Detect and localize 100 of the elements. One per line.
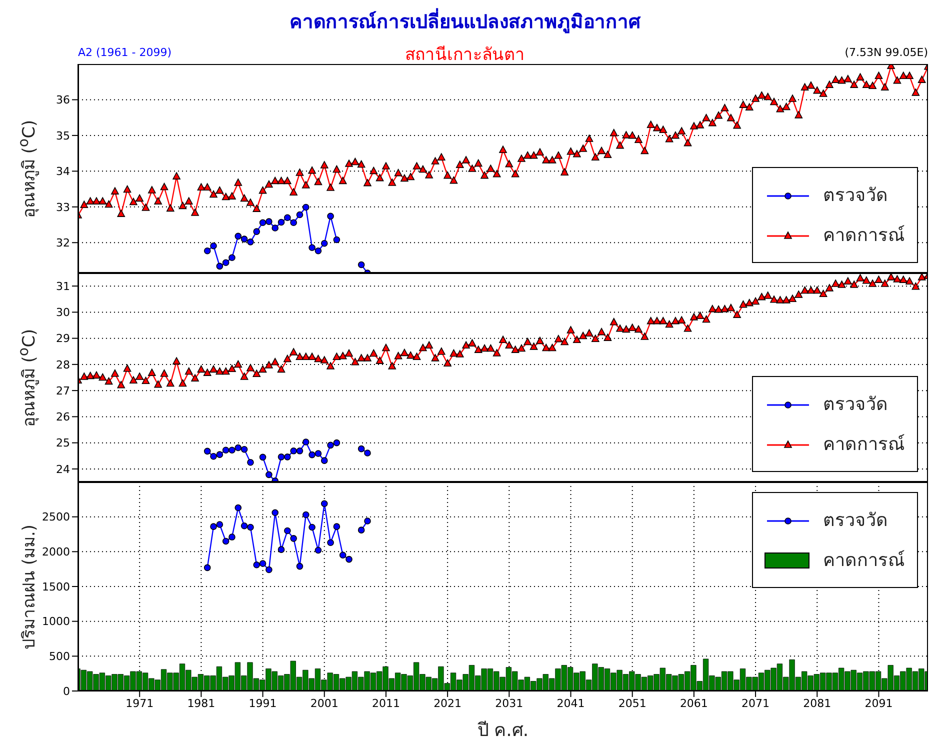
point xyxy=(284,527,291,534)
point xyxy=(302,438,310,446)
point xyxy=(266,471,272,478)
point xyxy=(290,535,297,542)
point xyxy=(290,219,297,226)
point xyxy=(204,448,211,455)
x-axis-title: ปี ค.ศ. xyxy=(476,719,530,742)
y-tick-label: 29 xyxy=(56,332,70,346)
point xyxy=(364,450,371,456)
point xyxy=(247,524,254,531)
chart-title: คาดการณ์การเปลี่ยนแปลงสภาพภูมิอากาศ xyxy=(288,7,642,36)
x-tick-label: 2051 xyxy=(618,696,646,710)
point xyxy=(222,538,230,545)
y-tick-label: 28 xyxy=(56,358,70,372)
point xyxy=(234,504,242,512)
point xyxy=(234,444,242,452)
point xyxy=(320,457,328,464)
point xyxy=(222,446,230,454)
x-tick-label: 2061 xyxy=(680,696,708,710)
point xyxy=(228,534,236,540)
point xyxy=(253,562,260,568)
point xyxy=(204,247,211,254)
point xyxy=(210,242,217,250)
x-tick-label: 1971 xyxy=(126,696,154,710)
y-tick-label: 500 xyxy=(49,650,70,664)
point xyxy=(333,236,340,244)
point xyxy=(358,526,365,534)
legend-label: คาดการณ์ xyxy=(823,433,905,457)
y-tick-label: 32 xyxy=(56,236,70,250)
point xyxy=(278,454,285,460)
point xyxy=(308,451,316,458)
point xyxy=(296,211,304,218)
y-tick-label: 2000 xyxy=(42,546,70,559)
point xyxy=(339,552,346,559)
point xyxy=(278,218,285,226)
legend-label: คาดการณ์ xyxy=(823,549,905,573)
point xyxy=(266,566,272,574)
text: (7.53N 99.05E) xyxy=(844,46,928,59)
y-tick-label: 35 xyxy=(56,129,70,142)
point xyxy=(358,261,365,268)
y-axis-title: ปริมาณฝน (มม.) xyxy=(18,522,39,652)
point xyxy=(210,453,217,460)
point xyxy=(308,524,316,531)
point xyxy=(247,459,254,466)
point xyxy=(327,539,334,546)
point xyxy=(216,451,224,458)
point xyxy=(240,236,248,242)
point xyxy=(240,522,248,530)
legend-label: ตรวจวัด xyxy=(823,184,888,208)
point xyxy=(296,448,304,454)
y-tick-label: 24 xyxy=(56,462,70,476)
y-tick-label: 33 xyxy=(56,200,70,214)
x-tick-label: 2071 xyxy=(742,696,770,710)
point xyxy=(259,454,266,461)
point xyxy=(296,562,304,570)
point xyxy=(210,523,217,530)
y-tick-label: 31 xyxy=(56,280,70,293)
y-tick-label: 30 xyxy=(56,306,70,320)
x-tick-label: 1981 xyxy=(187,696,216,710)
x-tick-label: 2041 xyxy=(556,696,585,710)
point xyxy=(272,224,278,232)
y-tick-label: 36 xyxy=(56,94,70,107)
point xyxy=(364,518,371,524)
point xyxy=(308,244,316,252)
point xyxy=(284,454,291,460)
point xyxy=(222,259,230,266)
point xyxy=(247,238,254,246)
point xyxy=(320,240,328,247)
point xyxy=(333,439,340,446)
y-tick-label: 34 xyxy=(56,165,70,178)
y-tick-label: 0 xyxy=(63,684,70,698)
point xyxy=(290,448,297,454)
legend-label: ตรวจวัด xyxy=(823,393,888,417)
point xyxy=(302,204,310,211)
text: A2 (1961 - 2099) xyxy=(78,46,172,59)
point xyxy=(314,546,322,554)
point xyxy=(216,262,224,270)
x-tick-label: 2091 xyxy=(864,696,893,710)
point xyxy=(333,523,340,530)
y-tick-label: 27 xyxy=(56,384,70,398)
x-tick-label: 2031 xyxy=(495,696,524,710)
point xyxy=(204,564,211,572)
x-tick-label: 2011 xyxy=(372,696,400,710)
point xyxy=(259,560,266,567)
point xyxy=(272,509,278,516)
y-tick-label: 1500 xyxy=(42,580,70,594)
point xyxy=(228,446,236,454)
x-tick-label: 1991 xyxy=(248,696,277,710)
point xyxy=(358,445,365,452)
x-tick-label: 2021 xyxy=(434,696,462,710)
point xyxy=(234,232,242,240)
point xyxy=(216,521,224,528)
point xyxy=(302,511,310,518)
point xyxy=(327,442,334,449)
point xyxy=(240,446,248,453)
chart-subtitle: สถานีเกาะลันตา xyxy=(405,45,525,65)
x-tick-label: 2001 xyxy=(310,696,338,710)
y-tick-label: 2500 xyxy=(42,510,70,524)
y-tick-label: 26 xyxy=(56,410,70,424)
point xyxy=(314,450,322,457)
